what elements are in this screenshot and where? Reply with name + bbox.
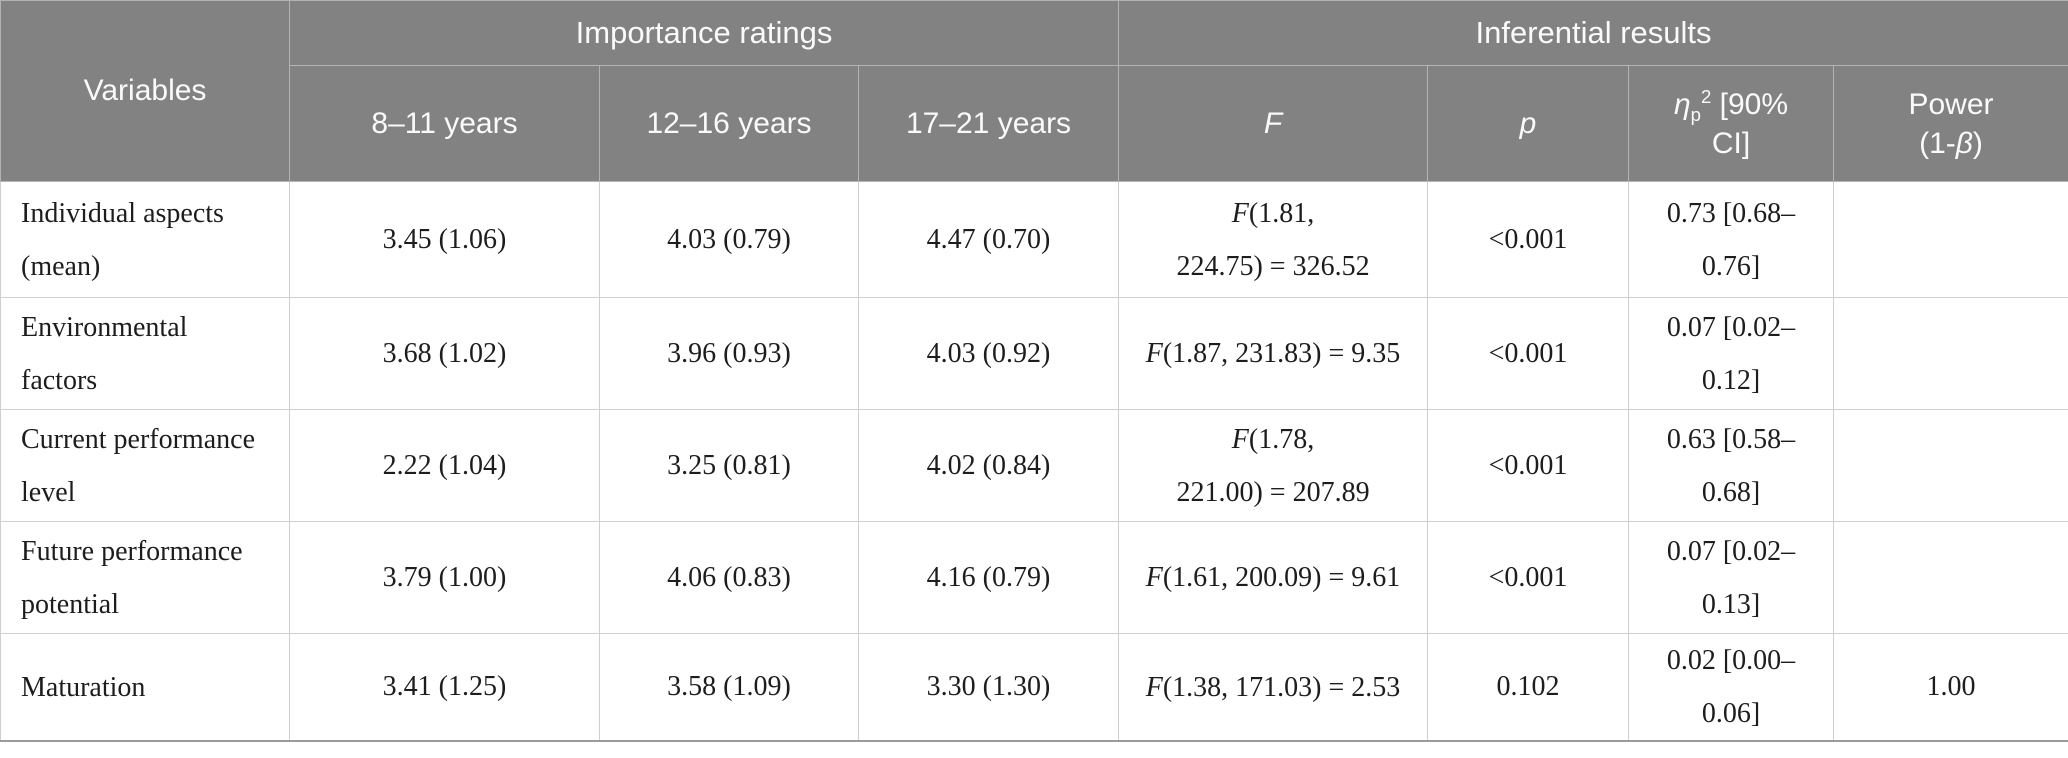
header-f-statistic: F: [1118, 65, 1429, 182]
eta-subscript: p: [1690, 103, 1701, 125]
cell-f-statistic: F(1.78, 221.00) = 207.89: [1118, 409, 1429, 522]
cell-p-value: <0.001: [1427, 181, 1630, 298]
beta-symbol: β: [1955, 126, 1973, 160]
cell-power: [1833, 297, 2068, 410]
cell-variable: Maturation: [0, 633, 290, 742]
eta-ci-open: [90%: [1711, 87, 1789, 121]
cell-variable: Current performance level: [0, 409, 290, 522]
cell-age-8-11: 3.41 (1.25): [289, 633, 600, 742]
p-symbol: p: [1519, 106, 1537, 140]
table-row-current-performance: Current performance level 2.22 (1.04) 3.…: [0, 409, 2068, 522]
eta-superscript: 2: [1700, 85, 1712, 107]
f-symbol: F: [1231, 197, 1249, 229]
table-row-individual-aspects: Individual aspects (mean) 3.45 (1.06) 4.…: [0, 181, 2068, 298]
cell-age-8-11: 3.68 (1.02): [289, 297, 600, 410]
cell-age-8-11: 2.22 (1.04): [289, 409, 600, 522]
cell-eta-squared-ci: 0.02 [0.00– 0.06]: [1628, 633, 1835, 742]
cell-age-17-21: 4.02 (0.84): [857, 409, 1120, 522]
eta-symbol: η: [1673, 87, 1691, 121]
header-power: Power (1-β): [1833, 65, 2068, 182]
cell-power: [1833, 181, 2068, 298]
cell-eta-squared-ci: 0.63 [0.58– 0.68]: [1628, 409, 1835, 522]
eta-header-line1: ηp2 [90%: [1629, 85, 1833, 124]
power-header-line1: Power: [1908, 87, 1994, 121]
header-variables: Variables: [0, 0, 290, 182]
table-header: Variables Importance ratings Inferential…: [0, 0, 2068, 182]
f-symbol: F: [1231, 423, 1249, 455]
table-row-environmental-factors: Environmental factors 3.68 (1.02) 3.96 (…: [0, 297, 2068, 410]
header-group-inferential-results: Inferential results: [1118, 0, 2068, 66]
sub-header-row: 8–11 years 12–16 years 17–21 years F p η…: [1, 65, 2068, 182]
cell-age-17-21: 4.16 (0.79): [857, 521, 1120, 634]
header-eta-squared-ci: ηp2 [90% CI]: [1628, 65, 1835, 182]
cell-eta-squared-ci: 0.07 [0.02– 0.13]: [1628, 521, 1835, 634]
f-symbol: F: [1145, 562, 1163, 593]
results-table: Variables Importance ratings Inferential…: [0, 0, 2068, 742]
header-age-12-16: 12–16 years: [599, 65, 859, 182]
f-symbol: F: [1263, 106, 1283, 140]
cell-p-value: <0.001: [1427, 521, 1630, 634]
table-body: Individual aspects (mean) 3.45 (1.06) 4.…: [0, 181, 2068, 742]
eta-header-line2: CI]: [1711, 126, 1751, 160]
cell-age-12-16: 3.96 (0.93): [599, 297, 859, 410]
cell-variable: Individual aspects (mean): [0, 181, 290, 298]
cell-f-statistic: F(1.81, 224.75) = 326.52: [1118, 181, 1429, 298]
cell-p-value: <0.001: [1427, 409, 1630, 522]
f-symbol: F: [1145, 338, 1163, 369]
cell-f-statistic: F(1.61, 200.09) = 9.61: [1118, 521, 1429, 634]
cell-power: [1833, 521, 2068, 634]
cell-age-12-16: 3.25 (0.81): [599, 409, 859, 522]
cell-f-statistic: F(1.38, 171.03) = 2.53: [1118, 633, 1429, 742]
cell-variable: Environmental factors: [0, 297, 290, 410]
header-p-value: p: [1427, 65, 1630, 182]
table-row-future-performance: Future performance potential 3.79 (1.00)…: [0, 521, 2068, 634]
header-age-17-21: 17–21 years: [857, 65, 1120, 182]
cell-age-12-16: 4.06 (0.83): [599, 521, 859, 634]
cell-age-17-21: 4.47 (0.70): [857, 181, 1120, 298]
header-age-8-11: 8–11 years: [289, 65, 600, 182]
cell-variable: Future performance potential: [0, 521, 290, 634]
cell-p-value: <0.001: [1427, 297, 1630, 410]
f-symbol: F: [1145, 671, 1163, 703]
cell-p-value: 0.102: [1427, 633, 1630, 742]
group-header-row: Variables Importance ratings Inferential…: [0, 0, 2068, 182]
power-header-line2: (1-β): [1919, 126, 1983, 160]
cell-age-17-21: 3.30 (1.30): [857, 633, 1120, 742]
cell-f-statistic: F(1.87, 231.83) = 9.35: [1118, 297, 1429, 410]
cell-age-8-11: 3.79 (1.00): [289, 521, 600, 634]
table-row-maturation: Maturation 3.41 (1.25) 3.58 (1.09) 3.30 …: [0, 633, 2068, 742]
cell-eta-squared-ci: 0.73 [0.68– 0.76]: [1628, 181, 1835, 298]
cell-age-8-11: 3.45 (1.06): [289, 181, 600, 298]
cell-age-12-16: 3.58 (1.09): [599, 633, 859, 742]
cell-eta-squared-ci: 0.07 [0.02– 0.12]: [1628, 297, 1835, 410]
header-group-importance-ratings: Importance ratings: [288, 0, 1120, 66]
cell-power: [1833, 409, 2068, 522]
cell-age-12-16: 4.03 (0.79): [599, 181, 859, 298]
cell-power: 1.00: [1833, 633, 2068, 742]
cell-age-17-21: 4.03 (0.92): [857, 297, 1120, 410]
